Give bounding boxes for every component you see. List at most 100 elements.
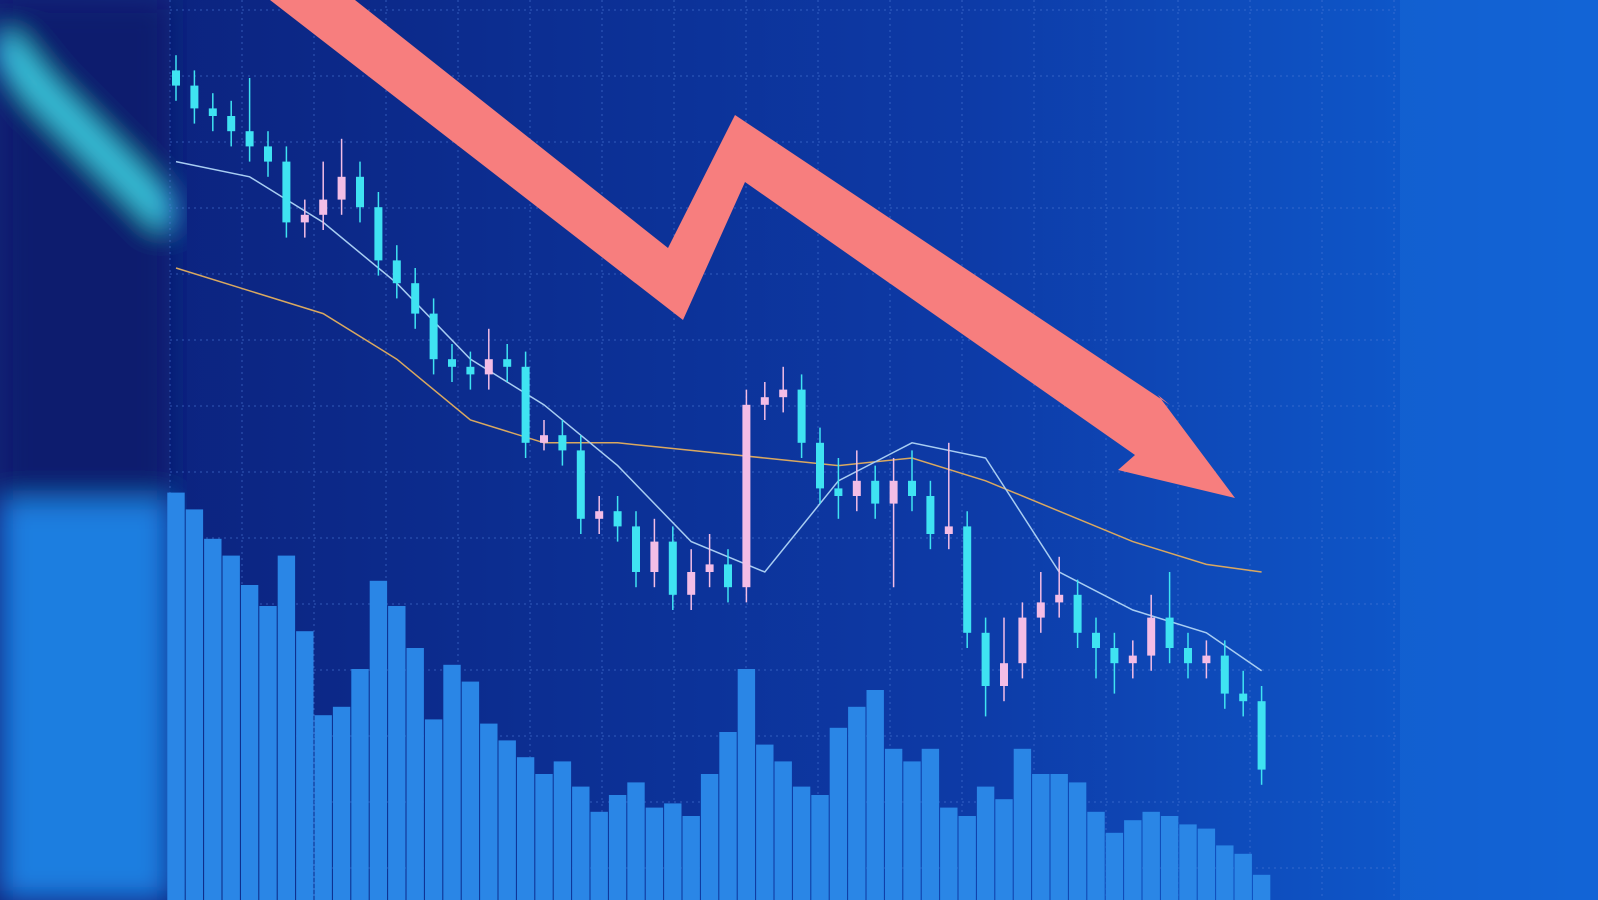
volume-bar bbox=[903, 761, 921, 900]
candles bbox=[172, 55, 1266, 785]
candle-body bbox=[448, 359, 456, 367]
trend-arrow bbox=[270, 0, 1235, 498]
volume-bar bbox=[1179, 824, 1197, 900]
volume-bar bbox=[185, 509, 204, 900]
candle-body bbox=[172, 70, 180, 86]
volume-bar bbox=[369, 580, 388, 900]
candle-body bbox=[742, 404, 751, 588]
volume-bar bbox=[1087, 811, 1105, 900]
candle-body bbox=[1239, 693, 1248, 702]
candle-body bbox=[1055, 594, 1064, 603]
volume-bar bbox=[682, 816, 700, 900]
volume-bar bbox=[995, 799, 1013, 900]
volume-bar bbox=[921, 748, 940, 900]
candle-body bbox=[356, 176, 364, 208]
candle-body bbox=[760, 397, 769, 405]
volume-bar bbox=[1124, 820, 1142, 900]
volume-bar bbox=[1068, 782, 1087, 900]
volume-bar bbox=[443, 664, 461, 900]
volume-bar bbox=[866, 690, 884, 900]
volume-bar bbox=[332, 706, 351, 900]
candle-body bbox=[1036, 602, 1045, 618]
volume-bar bbox=[498, 740, 516, 900]
volume-bar bbox=[461, 681, 480, 900]
candle-body bbox=[613, 511, 622, 527]
candle-body bbox=[392, 260, 401, 284]
candle-body bbox=[705, 564, 714, 572]
candle-body bbox=[540, 435, 548, 443]
candle-body bbox=[797, 389, 806, 443]
volume-bar bbox=[774, 761, 792, 900]
volume-bars bbox=[167, 492, 1271, 900]
moving-average bbox=[175, 267, 1262, 573]
candle-body bbox=[1257, 701, 1266, 770]
candle-body bbox=[834, 488, 843, 496]
candle-body bbox=[1147, 617, 1156, 656]
candle-body bbox=[190, 85, 199, 109]
volume-bar bbox=[204, 538, 222, 900]
volume-bar bbox=[167, 492, 185, 900]
candle-body bbox=[632, 526, 640, 572]
volume-bar bbox=[829, 727, 848, 900]
candle-body bbox=[429, 313, 438, 360]
candle-body bbox=[264, 146, 272, 162]
candle-body bbox=[576, 450, 585, 519]
volume-bar bbox=[516, 757, 535, 900]
candle-body bbox=[337, 176, 346, 200]
candle-body bbox=[466, 366, 475, 375]
volume-bar bbox=[1013, 748, 1032, 900]
candle-body bbox=[724, 564, 732, 588]
candle-body bbox=[521, 366, 530, 443]
candle-body bbox=[374, 207, 383, 261]
volume-bar bbox=[664, 803, 682, 900]
volume-bar bbox=[240, 585, 259, 900]
volume-bar bbox=[958, 816, 976, 900]
volume-bar bbox=[314, 715, 332, 900]
volume-bar bbox=[1160, 816, 1179, 900]
volume-bar bbox=[1032, 774, 1050, 900]
candle-body bbox=[1202, 655, 1211, 664]
candle-body bbox=[1128, 655, 1137, 664]
candle-body bbox=[300, 214, 309, 223]
volume-bar bbox=[884, 748, 903, 900]
volume-bar bbox=[222, 555, 240, 900]
candle-body bbox=[411, 283, 420, 314]
candle-body bbox=[319, 199, 328, 215]
candle-body bbox=[1000, 663, 1008, 686]
candle-body bbox=[650, 541, 659, 572]
candle-body bbox=[1220, 655, 1229, 694]
candle-body bbox=[1073, 594, 1082, 633]
volume-bar bbox=[1234, 853, 1252, 900]
volume-bar bbox=[572, 786, 590, 900]
candle-body bbox=[484, 359, 493, 375]
candle-body bbox=[503, 359, 512, 367]
volume-bar bbox=[627, 782, 645, 900]
volume-bar bbox=[535, 774, 553, 900]
candle-body bbox=[908, 480, 916, 496]
candle-body bbox=[668, 541, 677, 595]
candle-body bbox=[245, 131, 254, 147]
candle-body bbox=[1110, 648, 1119, 664]
volume-bar bbox=[480, 723, 498, 900]
volume-bar bbox=[645, 807, 664, 900]
volume-bar bbox=[1252, 874, 1271, 900]
volume-bar bbox=[406, 648, 424, 900]
volume-bar bbox=[756, 744, 774, 900]
volume-bar bbox=[1050, 774, 1068, 900]
candle-body bbox=[558, 435, 567, 451]
volume-bar bbox=[424, 719, 443, 900]
candle-body bbox=[1184, 648, 1192, 664]
candle-body bbox=[1092, 632, 1100, 648]
candle-body bbox=[981, 632, 990, 686]
volume-bar bbox=[608, 795, 627, 900]
candle-body bbox=[816, 442, 824, 489]
volume-bar bbox=[940, 807, 958, 900]
volume-bar bbox=[1197, 828, 1216, 900]
volume-bar bbox=[1105, 832, 1124, 900]
candle-body bbox=[779, 389, 788, 398]
candle-body bbox=[889, 480, 898, 504]
volume-bar bbox=[296, 631, 314, 900]
volume-bar bbox=[848, 706, 866, 900]
volume-bar bbox=[590, 811, 608, 900]
volume-bar bbox=[259, 606, 277, 900]
